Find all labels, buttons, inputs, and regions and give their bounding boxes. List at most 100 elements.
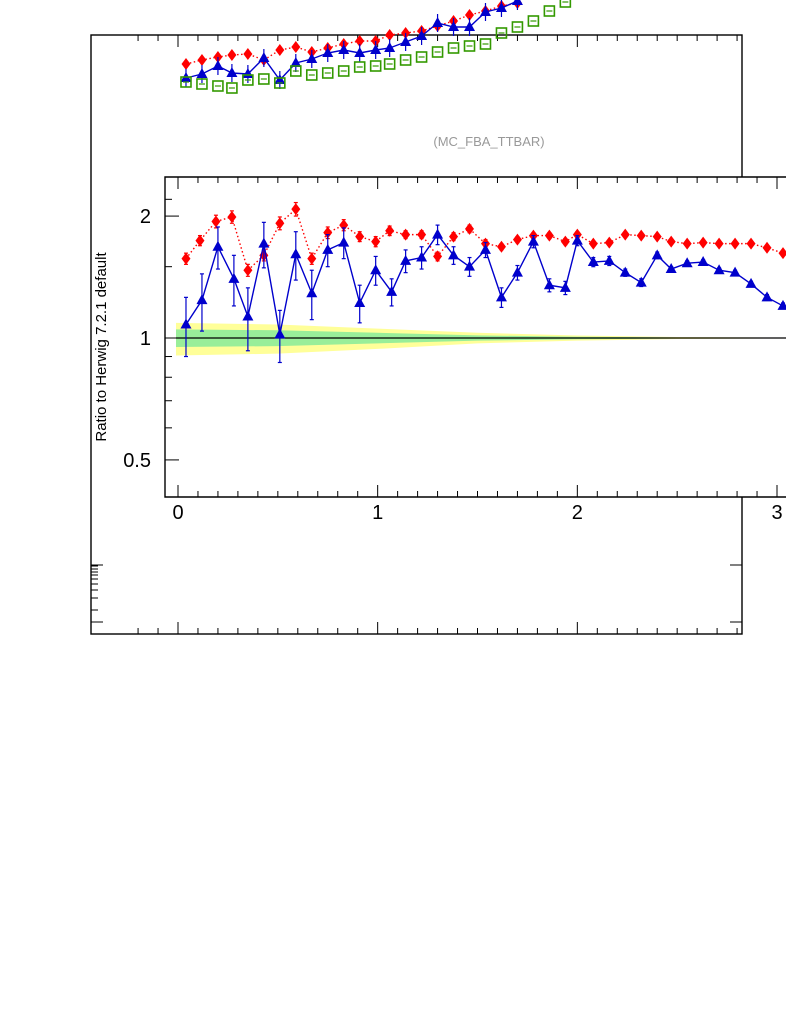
ratio-series-0-point <box>762 241 772 254</box>
ratio-series-1-point <box>242 310 254 321</box>
main-series-0-point <box>465 9 475 21</box>
ratio-series-0-point <box>323 226 333 239</box>
ratio-series-0-point <box>291 203 301 216</box>
main-series-2-point <box>431 46 444 58</box>
main-series-2-point <box>258 73 270 85</box>
ratio-series-0-point <box>339 219 349 232</box>
main-series-2-point <box>305 69 318 81</box>
main-series-2-point <box>399 54 412 66</box>
ratio-series-0-point <box>698 236 708 249</box>
ratio-series-1-point <box>713 264 725 275</box>
main-series-0-line <box>185 2 518 65</box>
main-series-1-point <box>274 74 286 84</box>
ratio-series-1-point <box>354 297 366 308</box>
main-series-2-point <box>337 65 350 77</box>
ratio-series-0-point <box>512 233 522 246</box>
ratio-series-1-point <box>448 249 460 260</box>
ratio-series-1-point <box>386 285 398 296</box>
ratio-series-1-point <box>777 299 786 310</box>
ratio-series-1-point <box>527 235 539 246</box>
main-series-2-point <box>196 78 208 90</box>
ratio-series-0-point <box>433 250 443 263</box>
main-panel-series <box>180 0 572 94</box>
ratio-series-1-point <box>212 240 224 251</box>
main-series-1-point <box>196 68 208 78</box>
ratio-series-1-point <box>479 243 491 254</box>
ratio-series-0-point <box>275 217 285 230</box>
main-series-1-point <box>306 53 318 63</box>
x-tick-label: 0 <box>172 502 183 524</box>
main-series-1-point <box>464 21 476 31</box>
main-series-2-point <box>511 21 524 33</box>
ratio-series-1-point <box>180 318 192 329</box>
ratio-series-0-point <box>778 247 786 260</box>
main-series-0-point <box>291 41 301 53</box>
ratio-series-1-point <box>681 257 693 268</box>
main-series-1-point <box>384 42 396 52</box>
main-series-1-point <box>511 0 523 5</box>
main-series-0-point <box>181 58 191 70</box>
ratio-series-1-point <box>729 266 741 277</box>
ratio-series-0-point <box>181 252 191 265</box>
main-series-1-point <box>495 2 507 12</box>
ratio-series-1-point <box>274 328 286 339</box>
main-series-2-point <box>226 82 238 94</box>
ratio-series-0-point <box>195 234 205 247</box>
ratio-series-1-point <box>322 243 334 254</box>
main-series-1-point <box>448 21 460 31</box>
main-series-2-point <box>527 15 540 27</box>
ratio-series-0-point <box>496 240 506 253</box>
ratio-series-1-point <box>432 228 444 239</box>
ratio-series-0-point <box>449 230 459 243</box>
ratio-series-0-point <box>604 236 614 249</box>
y-tick-label: 2 <box>140 206 151 228</box>
ratio-series-0-point <box>560 235 570 248</box>
main-series-0-point <box>355 35 365 47</box>
ratio-series-1-point <box>306 287 318 298</box>
main-series-1-point <box>226 67 238 77</box>
ratio-series-1-point <box>665 263 677 274</box>
ratio-series-1-point <box>464 260 476 271</box>
ratio-panel: 0 1 2 3 2 1 0.5 Ratio to Herwig 7.2.1 default <box>93 176 786 524</box>
main-series-2-point <box>212 80 224 92</box>
main-series-2-point <box>274 77 286 89</box>
main-series-2-point <box>321 67 334 79</box>
ratio-series-0-point <box>682 237 692 250</box>
ratio-series-0-point <box>714 237 724 250</box>
ratio-series-0-point <box>666 235 676 248</box>
ratio-series-1-point <box>635 276 647 287</box>
ratio-series-1-point <box>495 291 507 302</box>
ratio-series-1-point <box>416 251 428 262</box>
main-series-2-point <box>463 40 476 52</box>
ratio-panel-series <box>180 201 786 364</box>
main-series-2-point <box>353 61 366 73</box>
y-axis-title: Ratio to Herwig 7.2.1 default <box>93 252 110 442</box>
main-series-0-point <box>197 54 207 66</box>
main-series-0-point <box>227 49 237 61</box>
main-series-2-point <box>180 76 192 88</box>
main-series-1-point <box>290 57 302 67</box>
ratio-series-1-point <box>587 256 599 267</box>
y-tick-label: 1 <box>140 328 151 350</box>
ratio-series-0-point <box>588 237 598 250</box>
main-series-2-point <box>415 51 428 63</box>
ratio-series-1-point <box>228 272 240 283</box>
main-series-1-line <box>185 0 518 82</box>
main-series-2-point <box>242 74 254 86</box>
main-series-0-point <box>385 29 395 41</box>
ratio-series-1-point <box>559 281 571 292</box>
ratio-series-0-point <box>746 237 756 250</box>
main-series-1-point <box>212 60 224 70</box>
ratio-series-0-point <box>544 229 554 242</box>
ratio-series-1-point <box>258 237 270 248</box>
ratio-series-1-point <box>619 266 631 277</box>
ratio-panel-ticks <box>165 177 778 497</box>
main-series-2-point <box>543 5 556 17</box>
x-tick-label: 3 <box>771 502 782 524</box>
ratio-series-0-point <box>465 222 475 235</box>
main-series-2-point <box>495 27 508 39</box>
ratio-series-0-point <box>620 228 630 241</box>
ratio-series-1-point <box>370 264 382 275</box>
main-series-1-point <box>258 52 270 62</box>
